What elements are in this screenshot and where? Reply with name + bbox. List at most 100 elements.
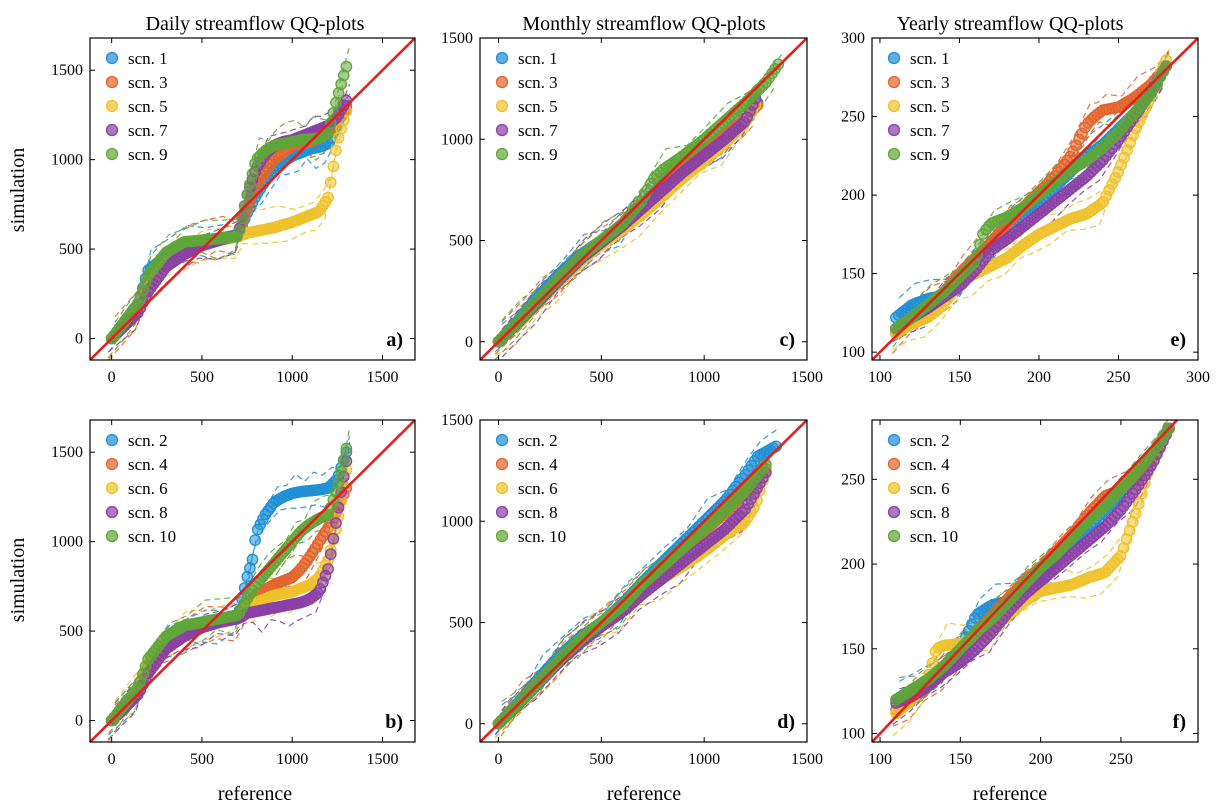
envelope-scn-9-upper bbox=[114, 45, 351, 323]
data-point bbox=[330, 517, 342, 530]
identity-line bbox=[90, 420, 415, 742]
legend: scn. 1 scn. 3 scn. 5 scn. 7 scn. 9 bbox=[887, 49, 950, 164]
legend-marker bbox=[105, 481, 119, 495]
legend-marker bbox=[105, 505, 119, 519]
data-point bbox=[246, 553, 259, 566]
legend-label: scn. 3 bbox=[128, 73, 168, 92]
data-point bbox=[974, 238, 986, 251]
legend-marker bbox=[495, 505, 509, 519]
x-tick-label: 1000 bbox=[688, 369, 720, 386]
plot-area bbox=[480, 420, 807, 742]
envelope-scn-5-lower bbox=[494, 126, 753, 356]
y-tick-label: 200 bbox=[841, 556, 865, 573]
data-point bbox=[246, 168, 259, 180]
data-point bbox=[233, 224, 246, 237]
y-tick-label: 100 bbox=[841, 344, 865, 361]
legend-marker bbox=[105, 433, 119, 447]
panel-letter: f) bbox=[1173, 711, 1186, 733]
legend-marker bbox=[887, 123, 901, 137]
panel-letter: a) bbox=[386, 329, 403, 351]
legend-marker bbox=[887, 481, 901, 495]
legend-label: scn. 6 bbox=[128, 479, 168, 498]
panel-letter: c) bbox=[779, 329, 795, 351]
y-tick-label: 150 bbox=[841, 641, 865, 658]
identity-line bbox=[480, 420, 807, 742]
panel-a-daily-odd: Daily streamflow QQ-plots simulation 0 50… bbox=[7, 13, 416, 386]
legend-marker bbox=[887, 529, 901, 543]
y-tick-label: 1000 bbox=[441, 131, 473, 148]
x-tick-label: 200 bbox=[1027, 369, 1051, 386]
envelope-scn-8-lower bbox=[494, 488, 764, 736]
x-tick-label: 1000 bbox=[688, 751, 720, 768]
y-tick-label: 300 bbox=[841, 30, 865, 47]
data-point bbox=[1132, 497, 1145, 510]
legend-marker bbox=[495, 529, 509, 543]
data-point bbox=[340, 60, 353, 73]
legend-marker bbox=[495, 99, 509, 113]
data-point bbox=[241, 188, 254, 201]
data-point bbox=[236, 212, 248, 225]
legend-label: scn. 10 bbox=[518, 527, 566, 546]
panel-c-monthly-odd: Monthly streamflow QQ-plots 0 500 1000 1500… bbox=[441, 13, 823, 386]
legend-label: scn. 2 bbox=[518, 431, 558, 450]
legend-marker bbox=[495, 147, 509, 161]
y-tick-label: 1000 bbox=[441, 513, 473, 530]
x-tick-label: 0 bbox=[108, 369, 116, 386]
legend: scn. 2 scn. 4 scn. 6 scn. 8 scn. 10 bbox=[495, 431, 566, 546]
data-point bbox=[332, 476, 345, 489]
plot-area bbox=[90, 420, 415, 742]
y-tick-label: 1500 bbox=[441, 412, 473, 429]
envelope-scn-5-upper bbox=[114, 99, 351, 328]
x-tick-label: 150 bbox=[947, 369, 971, 386]
y-tick-label: 150 bbox=[841, 266, 865, 283]
data-point bbox=[249, 534, 261, 547]
y-tick-label: 0 bbox=[75, 331, 83, 348]
envelope-scn-4-lower bbox=[107, 509, 344, 734]
legend-label: scn. 5 bbox=[910, 97, 950, 116]
panel-letter: e) bbox=[1170, 329, 1186, 351]
identity-line bbox=[90, 38, 415, 360]
y-tick-label: 0 bbox=[465, 716, 473, 733]
x-tick-label: 0 bbox=[495, 369, 503, 386]
identity-line bbox=[872, 420, 1179, 742]
legend-label: scn. 10 bbox=[910, 527, 958, 546]
legend-marker bbox=[105, 457, 119, 471]
y-tick-label: 500 bbox=[59, 241, 83, 258]
x-tick-label: 150 bbox=[948, 751, 972, 768]
legend: scn. 1 scn. 3 scn. 5 scn. 7 scn. 9 bbox=[105, 49, 168, 164]
x-tick-label: 200 bbox=[1029, 751, 1053, 768]
y-tick-label: 250 bbox=[841, 471, 865, 488]
panel-letter: b) bbox=[385, 711, 403, 733]
legend-label: scn. 2 bbox=[910, 431, 950, 450]
legend-marker bbox=[887, 505, 901, 519]
envelope-scn-2-upper bbox=[501, 427, 780, 706]
panel-d-monthly-even: reference 0 500 1000 1500 0 500 1000 1500 scn. 2… bbox=[441, 412, 823, 805]
legend-label: scn. 5 bbox=[128, 97, 168, 116]
legend-marker bbox=[495, 457, 509, 471]
y-tick-label: 1000 bbox=[51, 152, 83, 169]
legend-marker bbox=[105, 529, 119, 543]
panel-title: Yearly streamflow QQ-plots bbox=[897, 13, 1124, 35]
data-point bbox=[322, 563, 334, 575]
x-tick-label: 100 bbox=[868, 751, 892, 768]
legend-label: scn. 1 bbox=[128, 49, 168, 68]
identity-line bbox=[480, 38, 807, 360]
plot-area bbox=[480, 38, 807, 360]
y-tick-label: 1500 bbox=[441, 30, 473, 47]
axes-frame bbox=[479, 37, 808, 361]
x-tick-label: 1500 bbox=[367, 369, 399, 386]
envelope-scn-4-lower bbox=[494, 488, 764, 739]
panel-title: Daily streamflow QQ-plots bbox=[146, 13, 365, 35]
data-point bbox=[772, 58, 785, 71]
legend-marker bbox=[105, 99, 119, 113]
legend-marker bbox=[495, 75, 509, 89]
panel-letter: d) bbox=[777, 711, 795, 733]
legend-marker bbox=[887, 51, 901, 65]
legend-label: scn. 8 bbox=[910, 503, 950, 522]
legend-marker bbox=[887, 147, 901, 161]
x-tick-label: 250 bbox=[1109, 751, 1133, 768]
legend-marker bbox=[887, 75, 901, 89]
panel-title: Monthly streamflow QQ-plots bbox=[522, 13, 766, 35]
legend-label: scn. 7 bbox=[128, 121, 168, 140]
legend-label: scn. 4 bbox=[910, 455, 950, 474]
